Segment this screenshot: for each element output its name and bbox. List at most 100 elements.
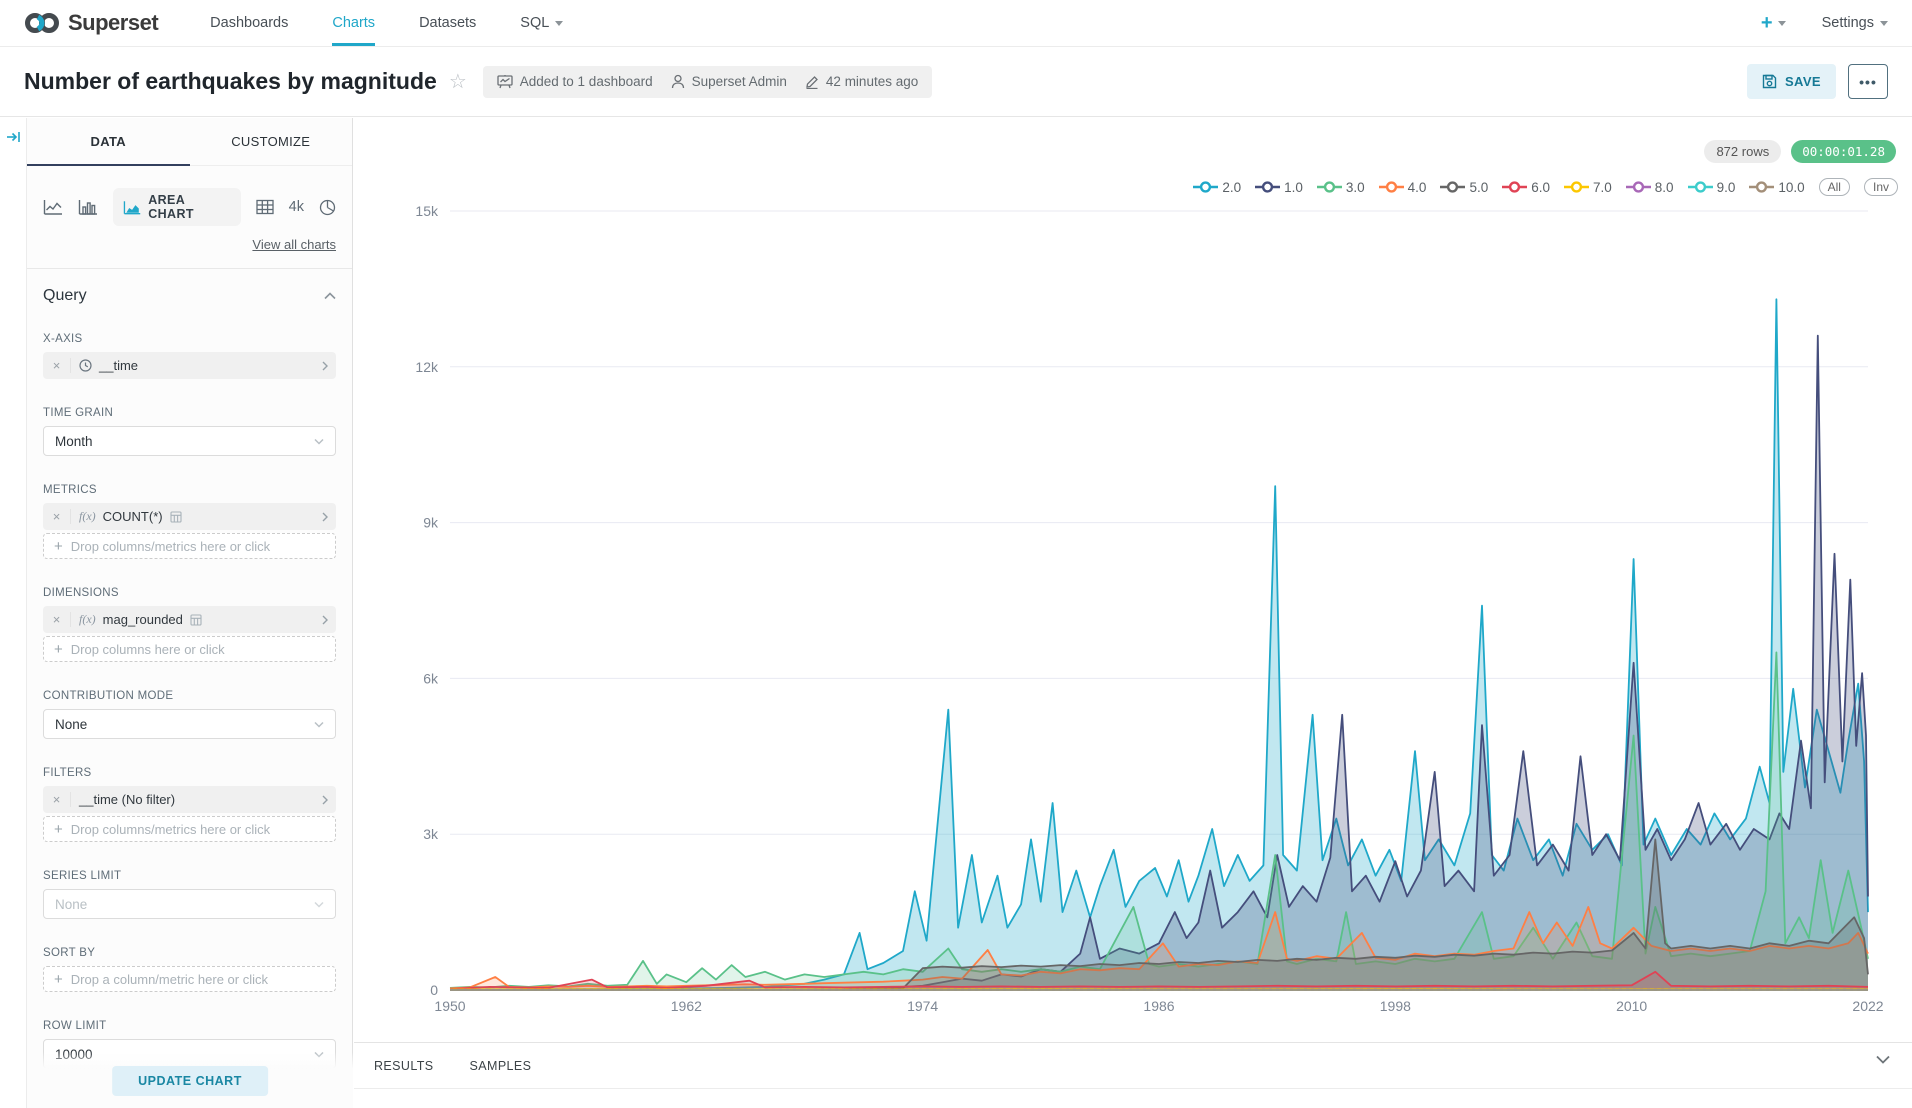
legend-item-7.0[interactable]: 7.0 <box>1564 180 1612 195</box>
svg-text:1986: 1986 <box>1143 998 1174 1014</box>
query-section-header[interactable]: Query <box>43 287 336 305</box>
legend-all-button[interactable]: All <box>1818 178 1850 196</box>
line-chart-icon[interactable] <box>43 199 63 215</box>
legend-inv-button[interactable]: Inv <box>1863 178 1898 196</box>
chevron-right-icon <box>314 795 336 805</box>
pencil-icon <box>806 75 818 89</box>
column-grid-icon <box>170 510 182 523</box>
row-count-badge: 872 rows <box>1704 140 1782 163</box>
legend-marker-icon <box>1316 181 1342 193</box>
series-line-6.0 <box>449 970 1869 990</box>
svg-text:2022: 2022 <box>1852 998 1883 1014</box>
remove-icon[interactable]: × <box>43 509 71 524</box>
superset-brand[interactable]: Superset <box>24 10 159 36</box>
time-grain-label: TIME GRAIN <box>43 407 114 419</box>
legend-item-9.0[interactable]: 9.0 <box>1687 180 1735 195</box>
svg-text:1962: 1962 <box>671 998 702 1014</box>
tab-results[interactable]: RESULTS <box>374 1058 434 1073</box>
svg-text:0: 0 <box>430 982 438 998</box>
fx-icon: f(x) <box>79 509 96 523</box>
x-axis-field[interactable]: × __time <box>43 352 336 379</box>
panel-collapse-strip <box>0 118 27 1108</box>
remove-icon[interactable]: × <box>43 792 71 807</box>
legend-marker-icon <box>1564 181 1590 193</box>
metrics-drop-zone[interactable]: + Drop columns/metrics here or click <box>43 533 336 559</box>
legend-item-4.0[interactable]: 4.0 <box>1378 180 1426 195</box>
explore-content: DATA CUSTOMIZE <box>0 118 1912 1108</box>
sort-by-drop-zone[interactable]: + Drop a column/metric here or click <box>43 966 336 992</box>
legend-item-10.0[interactable]: 10.0 <box>1749 180 1805 195</box>
collapse-panel-icon[interactable] <box>6 130 21 144</box>
chart-canvas[interactable]: 0 3k 6k 9k 12k 15k 1950 1962 1974 1986 1998 2010 202… <box>354 118 1912 1042</box>
legend-item-5.0[interactable]: 5.0 <box>1440 180 1488 195</box>
filters-drop-zone[interactable]: + Drop columns/metrics here or click <box>43 816 336 842</box>
panel-divider <box>27 268 352 269</box>
nav-charts[interactable]: Charts <box>332 0 376 46</box>
legend-item-3.0[interactable]: 3.0 <box>1316 180 1365 195</box>
legend-marker-icon <box>1625 181 1651 193</box>
contribution-mode-select[interactable]: None <box>43 709 336 739</box>
tab-customize[interactable]: CUSTOMIZE <box>231 134 311 149</box>
plus-icon: + <box>1760 12 1773 34</box>
user-icon <box>671 74 684 89</box>
remove-icon[interactable]: × <box>43 358 71 373</box>
tab-data[interactable]: DATA <box>27 118 190 166</box>
plus-icon: + <box>54 537 63 555</box>
sort-by-label: SORT BY <box>43 947 96 959</box>
metrics-label: METRICS <box>43 484 97 496</box>
time-grain-select[interactable]: Month <box>43 426 336 456</box>
legend-marker-icon <box>1378 181 1404 193</box>
dimension-field[interactable]: × f(x) mag_rounded <box>43 606 336 633</box>
chart-region: 0 3k 6k 9k 12k 15k 1950 1962 1974 1986 1998 2010 202… <box>354 118 1912 1042</box>
chart-owner[interactable]: Superset Admin <box>671 74 787 89</box>
legend-item-6.0[interactable]: 6.0 <box>1502 180 1550 195</box>
metric-count-field[interactable]: × f(x) COUNT(*) <box>43 503 336 530</box>
update-chart-button[interactable]: UPDATE CHART <box>112 1066 268 1096</box>
settings-menu[interactable]: Settings <box>1822 15 1888 31</box>
more-actions-button[interactable]: ••• <box>1848 64 1888 99</box>
svg-text:12k: 12k <box>415 359 439 375</box>
collapse-results-icon[interactable] <box>1876 1055 1890 1064</box>
table-icon[interactable] <box>256 199 274 215</box>
viz-type-area-chart[interactable]: AREA CHART <box>113 188 241 226</box>
legend-marker-icon <box>1255 181 1281 193</box>
series-line-2.0 <box>449 298 1869 991</box>
tab-samples[interactable]: SAMPLES <box>469 1058 532 1073</box>
chevron-right-icon <box>314 512 336 522</box>
caret-down-icon <box>1777 20 1786 26</box>
svg-text:15k: 15k <box>415 203 439 219</box>
query-section-title: Query <box>43 287 87 304</box>
svg-text:1998: 1998 <box>1380 998 1411 1014</box>
filter-field[interactable]: × __time (No filter) <box>43 786 336 813</box>
legend-marker-icon <box>1687 181 1713 193</box>
bar-chart-icon[interactable] <box>78 199 98 215</box>
panel-footer: UPDATE CHART <box>27 1052 353 1108</box>
nav-dashboards[interactable]: Dashboards <box>210 15 289 31</box>
pie-chart-icon[interactable] <box>319 199 336 216</box>
remove-icon[interactable]: × <box>43 612 71 627</box>
favorite-star-icon[interactable]: ☆ <box>448 70 467 93</box>
query-badges: 872 rows 00:00:01.28 <box>1704 140 1896 163</box>
legend-item-1.0[interactable]: 1.0 <box>1255 180 1303 195</box>
query-timer-badge[interactable]: 00:00:01.28 <box>1791 140 1896 163</box>
series-limit-select[interactable]: None <box>43 889 336 919</box>
new-item-button[interactable]: + <box>1761 13 1786 33</box>
dimensions-drop-zone[interactable]: + Drop columns here or click <box>43 636 336 662</box>
last-modified[interactable]: 42 minutes ago <box>805 74 918 89</box>
legend-item-2.0[interactable]: 2.0 <box>1193 180 1241 195</box>
nav-sql[interactable]: SQL <box>520 0 564 46</box>
viz-type-4k[interactable]: 4k <box>288 199 304 215</box>
superset-logo-icon <box>25 13 59 33</box>
main-nav: Dashboards Charts Datasets SQL <box>210 0 564 46</box>
added-to-dashboard[interactable]: Added to 1 dashboard <box>497 74 653 89</box>
svg-text:1974: 1974 <box>907 998 938 1014</box>
legend-marker-icon <box>1440 181 1466 193</box>
view-all-charts-link[interactable]: View all charts <box>252 237 336 252</box>
save-button[interactable]: SAVE <box>1746 64 1836 99</box>
legend-item-8.0[interactable]: 8.0 <box>1625 180 1674 195</box>
row-limit-label: ROW LIMIT <box>43 1020 107 1032</box>
nav-datasets[interactable]: Datasets <box>419 15 477 31</box>
chevron-right-icon <box>314 361 336 371</box>
caret-down-icon <box>314 721 324 728</box>
caret-down-icon <box>314 901 324 908</box>
